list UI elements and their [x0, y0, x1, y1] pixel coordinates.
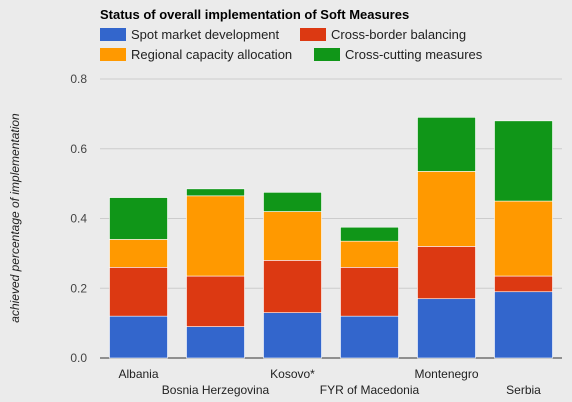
bar-segment: [263, 192, 322, 212]
bar-segment: [340, 240, 399, 268]
gridlines: [100, 78, 562, 359]
bar-segment: [263, 312, 322, 359]
chart-title: Status of overall implementation of Soft…: [100, 7, 409, 22]
bar-segment: [109, 239, 168, 268]
x-tick-label: FYR of Macedonia: [320, 383, 420, 397]
bar-segment: [417, 246, 476, 300]
bar-segment: [186, 326, 245, 359]
x-tick-label: Kosovo*: [270, 367, 315, 381]
x-tick-label: Montenegro: [414, 367, 478, 381]
bar-segment: [186, 188, 245, 197]
x-tick-label: Albania: [118, 367, 158, 381]
y-tick-label: 0.0: [70, 351, 87, 365]
y-tick-label: 0.2: [70, 281, 87, 295]
bar-segment: [186, 275, 245, 327]
bars: [109, 117, 553, 359]
legend-label: Spot market development: [131, 27, 280, 42]
legend: Spot market development Cross-border bala…: [100, 27, 483, 62]
bar-segment: [494, 200, 553, 277]
bar-segment: [263, 211, 322, 261]
bar-segment: [417, 117, 476, 172]
legend-label: Cross-cutting measures: [345, 47, 483, 62]
x-tick-label: Serbia: [506, 383, 541, 397]
legend-swatch: [100, 28, 126, 41]
bar-segment: [417, 298, 476, 359]
legend-label: Regional capacity allocation: [131, 47, 292, 62]
y-tick-label: 0.4: [70, 212, 87, 226]
bar-segment: [109, 197, 168, 240]
bar-segment: [109, 267, 168, 317]
bar-segment: [186, 195, 245, 277]
bar-segment: [340, 315, 399, 359]
bar-segment: [109, 315, 168, 359]
bar-segment: [494, 291, 553, 359]
legend-label: Cross-border balancing: [331, 27, 466, 42]
y-axis-ticks: 0.0 0.2 0.4 0.6 0.8: [70, 72, 87, 365]
y-tick-label: 0.8: [70, 72, 87, 86]
bar-segment: [340, 267, 399, 317]
x-tick-label: Bosnia Herzegovina: [162, 383, 270, 397]
bar-segment: [340, 226, 399, 242]
bar-segment: [494, 275, 553, 293]
y-tick-label: 0.6: [70, 142, 87, 156]
bar-segment: [494, 120, 553, 202]
y-axis-label: achieved percentage of implementation: [8, 113, 22, 323]
legend-swatch: [100, 48, 126, 61]
bar-segment: [263, 260, 322, 313]
bar-segment: [417, 171, 476, 247]
legend-swatch: [300, 28, 326, 41]
legend-swatch: [314, 48, 340, 61]
